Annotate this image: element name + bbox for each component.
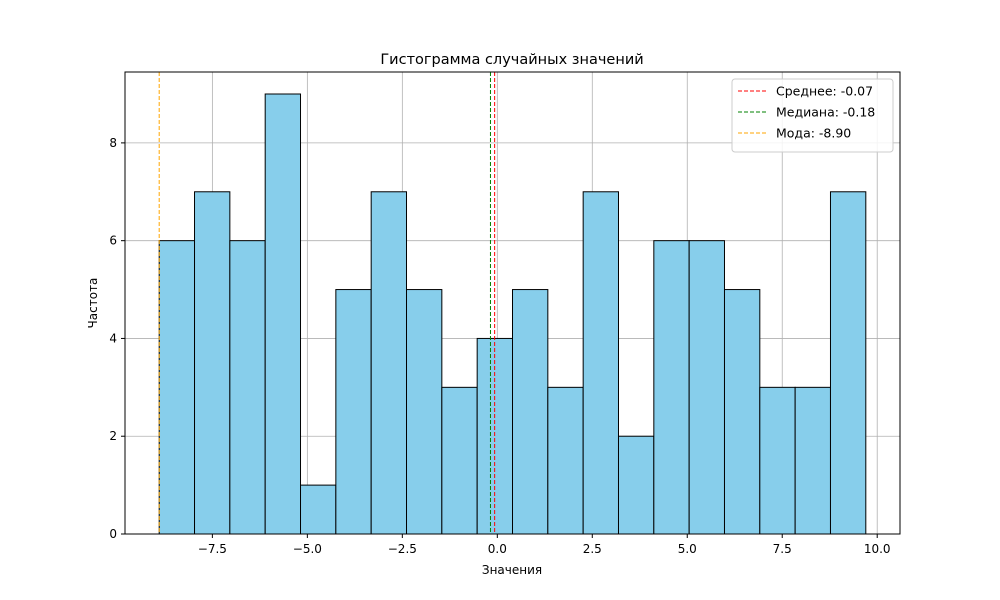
histogram-bar — [582, 191, 619, 535]
x-tick-label: −7.5 — [198, 542, 227, 556]
x-tick-label: −2.5 — [388, 542, 417, 556]
x-tick-label: 7.5 — [773, 542, 792, 556]
legend-box — [731, 78, 894, 153]
histogram-bar — [617, 435, 655, 535]
legend-label: Среднее: -0.07 — [776, 84, 873, 99]
histogram-bar — [406, 289, 443, 535]
x-tick-label: 5.0 — [678, 542, 697, 556]
y-axis-ticks: 0 2 4 6 8 — [109, 136, 125, 541]
x-tick-label: −5.0 — [293, 542, 322, 556]
histogram-bar — [653, 240, 690, 535]
reference-lines — [158, 72, 496, 534]
histogram-bar — [264, 93, 302, 535]
legend-label: Медиана: -0.18 — [776, 105, 875, 120]
y-axis-title: Частота — [86, 278, 100, 329]
y-tick-label: 8 — [109, 136, 117, 150]
histogram-bar — [759, 386, 796, 535]
histogram-bar — [688, 240, 725, 535]
histogram-bars — [158, 93, 867, 535]
y-tick-label: 2 — [109, 429, 117, 443]
x-axis-ticks: −7.5 −5.0 −2.5 0.0 2.5 5.0 7.5 10.0 — [198, 534, 891, 556]
x-tick-label: 2.5 — [583, 542, 602, 556]
y-tick-label: 4 — [109, 331, 117, 345]
histogram-bar — [335, 289, 372, 535]
histogram-bar — [441, 386, 478, 535]
chart-title: Гистограмма случайных значений — [380, 52, 643, 68]
x-tick-label: 0.0 — [488, 542, 507, 556]
legend: Среднее: -0.07 Медиана: -0.18 Мода: -8.90 — [731, 78, 894, 153]
x-axis-title: Значения — [482, 563, 542, 577]
plot-frame — [124, 71, 901, 535]
y-tick-label: 0 — [109, 527, 117, 541]
histogram-bar — [158, 240, 196, 535]
histogram-bar — [370, 191, 408, 535]
histogram-bar — [794, 386, 831, 535]
histogram-bar — [547, 386, 584, 535]
histogram-bar — [229, 240, 266, 535]
y-tick-label: 6 — [109, 234, 117, 248]
histogram-bar — [194, 191, 231, 535]
histogram-bar — [723, 289, 761, 535]
histogram-bar — [300, 484, 337, 535]
legend-label: Мода: -8.90 — [776, 126, 851, 141]
histogram-bar — [512, 289, 549, 535]
histogram-bar — [829, 191, 867, 535]
x-tick-label: 10.0 — [864, 542, 891, 556]
